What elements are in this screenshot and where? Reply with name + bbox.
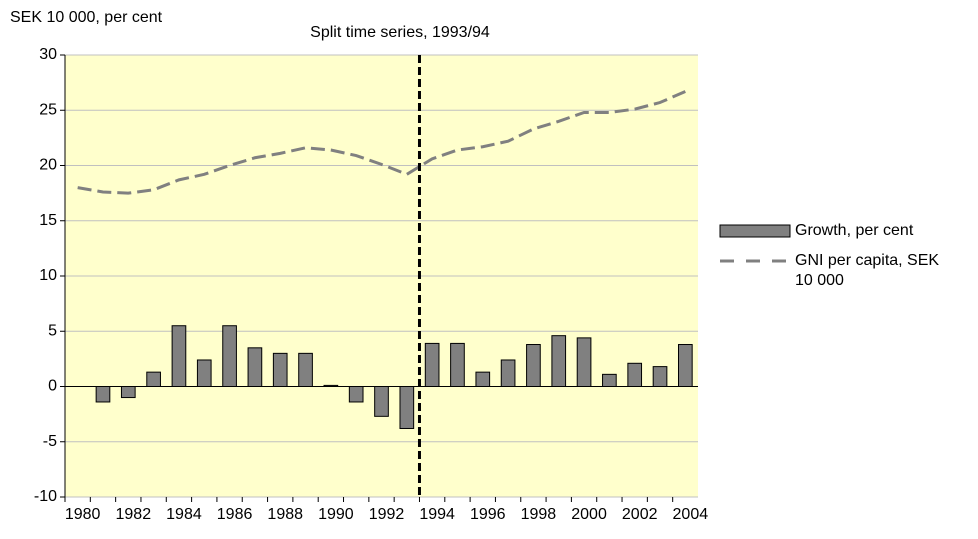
x-tick-label: 1986: [217, 506, 253, 523]
y-tick-label: 0: [48, 378, 57, 395]
bar: [120, 386, 136, 399]
bar: [652, 366, 668, 387]
bar: [627, 362, 643, 388]
bar: [298, 352, 313, 388]
bar: [475, 371, 491, 388]
x-tick-label: 1980: [65, 506, 101, 523]
y-tick-label: -10: [34, 488, 57, 505]
bar: [348, 386, 364, 403]
x-tick-label: 1990: [318, 506, 354, 523]
bar: [171, 325, 187, 388]
x-tick-label: 2000: [571, 506, 607, 523]
y-tick-label: 15: [39, 212, 57, 229]
legend-label: GNI per capita, SEK 10 000: [795, 252, 939, 289]
bar: [247, 347, 263, 388]
bar: [602, 373, 617, 388]
legend-label: Growth, per cent: [795, 222, 914, 239]
bar: [576, 337, 592, 388]
legend-swatch: [719, 224, 791, 238]
y-tick-label: 30: [39, 46, 57, 63]
x-tick-label: 1996: [470, 506, 506, 523]
bar: [146, 371, 161, 388]
bar: [323, 384, 339, 387]
x-tick-label: 2002: [622, 506, 658, 523]
bar: [551, 335, 567, 388]
bar: [678, 344, 693, 388]
line: [77, 90, 686, 195]
x-tick-label: 1984: [166, 506, 202, 523]
y-tick-label: 25: [39, 101, 57, 118]
x-tick-label: 1992: [369, 506, 405, 523]
y-tick-label: 20: [39, 157, 57, 174]
bar: [500, 359, 516, 388]
bar: [399, 386, 415, 429]
y-tick-label: 10: [39, 267, 57, 284]
y-tick-label: 5: [48, 322, 57, 339]
x-tick-label: 1994: [419, 506, 455, 523]
y-tick-label: -5: [43, 433, 57, 450]
y-axis-label: SEK 10 000, per cent: [10, 9, 163, 26]
x-tick-label: 2004: [673, 506, 709, 523]
x-tick-label: 1988: [267, 506, 303, 523]
x-tick-label: 1998: [521, 506, 557, 523]
chart-title: Split time series, 1993/94: [310, 24, 490, 41]
bar: [450, 342, 465, 387]
bar: [222, 325, 237, 388]
bar: [196, 359, 212, 388]
bar: [272, 352, 288, 388]
bar: [374, 386, 389, 417]
x-tick-label: 1982: [116, 506, 152, 523]
bar: [424, 342, 440, 387]
bar: [526, 344, 541, 388]
bar: [95, 386, 111, 403]
